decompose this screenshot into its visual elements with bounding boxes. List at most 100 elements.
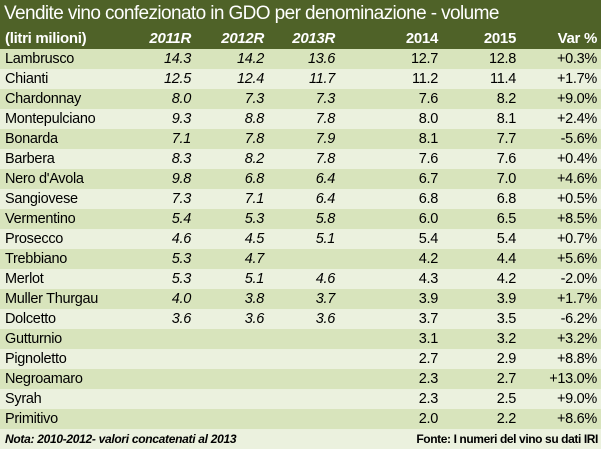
- val-2011r: 8.0: [171, 91, 192, 107]
- table-row: Vermentino 5.4 5.3 5.8 6.0 6.5 +8.5%: [0, 209, 601, 229]
- val-var: -6.2%: [560, 311, 598, 327]
- val-2011r: 9.8: [171, 171, 192, 187]
- row-name: Pignoletto: [5, 351, 67, 367]
- col-header-2011r: 2011R: [149, 30, 191, 47]
- table-row: Gutturnio 3.1 3.2 +3.2%: [0, 329, 601, 349]
- val-var: +0.3%: [556, 51, 597, 67]
- table-row: Chardonnay 8.0 7.3 7.3 7.6 8.2 +9.0%: [0, 89, 601, 109]
- table-row: Bonarda 7.1 7.8 7.9 8.1 7.7 -5.6%: [0, 129, 601, 149]
- table-row: Syrah 2.3 2.5 +9.0%: [0, 389, 601, 409]
- val-2012r: 7.1: [244, 191, 265, 207]
- table-row: Prosecco 4.6 4.5 5.1 5.4 5.4 +0.7%: [0, 229, 601, 249]
- val-2014: 4.2: [418, 251, 439, 267]
- footnote: Nota: 2010-2012- valori concatenati al 2…: [5, 432, 237, 446]
- val-2011r: 14.3: [163, 51, 191, 67]
- val-2015: 6.8: [496, 191, 517, 207]
- val-2011r: 8.3: [171, 151, 192, 167]
- val-2011r: 9.3: [171, 111, 192, 127]
- table-row: Negroamaro 2.3 2.7 +13.0%: [0, 369, 601, 389]
- unit-label: (litri milioni): [5, 30, 87, 47]
- table-row: Lambrusco 14.3 14.2 13.6 12.7 12.8 +0.3%: [0, 49, 601, 69]
- val-2015: 3.2: [496, 331, 517, 347]
- val-var: +9.0%: [556, 391, 597, 407]
- table-row: Muller Thurgau 4.0 3.8 3.7 3.9 3.9 +1.7%: [0, 289, 601, 309]
- val-2014: 2.0: [418, 411, 439, 427]
- val-2014: 7.6: [418, 151, 439, 167]
- val-var: +4.6%: [556, 171, 597, 187]
- table-footer: Nota: 2010-2012- valori concatenati al 2…: [0, 429, 601, 449]
- table-row: Primitivo 2.0 2.2 +8.6%: [0, 409, 601, 429]
- val-2015: 2.2: [496, 411, 517, 427]
- val-var: +13.0%: [549, 371, 597, 387]
- val-2015: 8.2: [496, 91, 517, 107]
- val-var: +1.7%: [556, 291, 597, 307]
- row-name: Muller Thurgau: [5, 291, 99, 307]
- val-2014: 8.0: [418, 111, 439, 127]
- row-name: Prosecco: [5, 231, 64, 247]
- val-2013r: 4.6: [315, 271, 336, 287]
- row-name: Gutturnio: [5, 331, 62, 347]
- val-2012r: 4.7: [244, 251, 265, 267]
- val-2013r: 3.7: [315, 291, 336, 307]
- val-2011r: 4.0: [171, 291, 192, 307]
- val-var: -2.0%: [560, 271, 598, 287]
- col-header-var: Var %: [557, 30, 598, 47]
- val-2014: 12.7: [410, 51, 438, 67]
- val-2014: 2.3: [418, 371, 439, 387]
- val-2013r: 7.3: [315, 91, 336, 107]
- val-2015: 2.7: [496, 371, 517, 387]
- row-name: Montepulciano: [5, 111, 96, 127]
- table-row: Sangiovese 7.3 7.1 6.4 6.8 6.8 +0.5%: [0, 189, 601, 209]
- val-2014: 2.7: [418, 351, 439, 367]
- val-2011r: 7.1: [171, 131, 192, 147]
- val-var: +0.5%: [556, 191, 597, 207]
- val-2015: 12.8: [488, 51, 516, 67]
- val-var: +8.8%: [556, 351, 597, 367]
- val-var: +0.4%: [556, 151, 597, 167]
- table-title: Vendite vino confezionato in GDO per den…: [0, 0, 601, 28]
- val-2013r: 11.7: [309, 71, 335, 87]
- source-note: Fonte: I numeri del vino su dati IRI: [416, 432, 598, 446]
- val-2012r: 5.3: [244, 211, 265, 227]
- row-name: Negroamaro: [5, 371, 83, 387]
- row-name: Lambrusco: [5, 51, 75, 67]
- row-name: Trebbiano: [5, 251, 68, 267]
- table-row: Montepulciano 9.3 8.8 7.8 8.0 8.1 +2.4%: [0, 109, 601, 129]
- val-2015: 7.6: [496, 151, 517, 167]
- val-2015: 3.5: [496, 311, 517, 327]
- row-name: Chardonnay: [5, 91, 81, 107]
- val-2015: 6.5: [496, 211, 517, 227]
- val-2013r: 7.8: [315, 151, 336, 167]
- row-name: Nero d'Avola: [5, 171, 84, 187]
- header-row: (litri milioni) 2011R 2012R 2013R 2014 2…: [0, 28, 601, 49]
- val-2014: 3.1: [418, 331, 439, 347]
- val-2011r: 5.3: [171, 251, 192, 267]
- val-2015: 4.2: [496, 271, 517, 287]
- row-name: Vermentino: [5, 211, 76, 227]
- val-2011r: 4.6: [171, 231, 192, 247]
- val-var: +9.0%: [556, 91, 597, 107]
- val-2014: 2.3: [418, 391, 439, 407]
- val-var: +8.5%: [556, 211, 597, 227]
- table-row: Merlot 5.3 5.1 4.6 4.3 4.2 -2.0%: [0, 269, 601, 289]
- val-2015: 3.9: [496, 291, 517, 307]
- val-2013r: 6.4: [315, 171, 336, 187]
- val-2012r: 7.8: [244, 131, 265, 147]
- val-2014: 3.7: [418, 311, 439, 327]
- val-2011r: 3.6: [171, 311, 192, 327]
- val-2014: 3.9: [418, 291, 439, 307]
- col-header-2013r: 2013R: [292, 30, 335, 47]
- val-2012r: 12.4: [236, 71, 264, 87]
- val-2012r: 3.8: [244, 291, 265, 307]
- val-2013r: 7.9: [315, 131, 336, 147]
- table-row: Pignoletto 2.7 2.9 +8.8%: [0, 349, 601, 369]
- val-var: +1.7%: [556, 71, 597, 87]
- table-row: Trebbiano 5.3 4.7 4.2 4.4 +5.6%: [0, 249, 601, 269]
- val-2013r: 13.6: [307, 51, 335, 67]
- val-2013r: 3.6: [315, 311, 336, 327]
- col-header-2012r: 2012R: [221, 30, 264, 47]
- val-2011r: 12.5: [163, 71, 191, 87]
- val-2014: 6.0: [418, 211, 439, 227]
- val-2012r: 7.3: [244, 91, 265, 107]
- val-2013r: 7.8: [315, 111, 336, 127]
